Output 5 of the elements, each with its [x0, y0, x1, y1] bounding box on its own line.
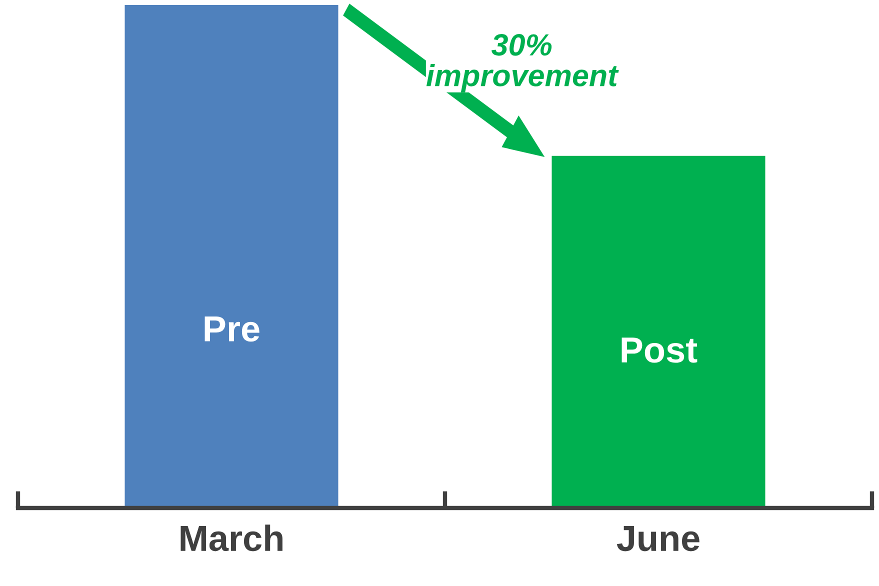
x-tick-label: June — [616, 526, 700, 552]
x-tick-label: March — [180, 524, 282, 552]
annotation: Pre — [204, 316, 260, 342]
annotation: Post — [622, 338, 698, 363]
annotation: 30% improvement — [426, 34, 619, 92]
